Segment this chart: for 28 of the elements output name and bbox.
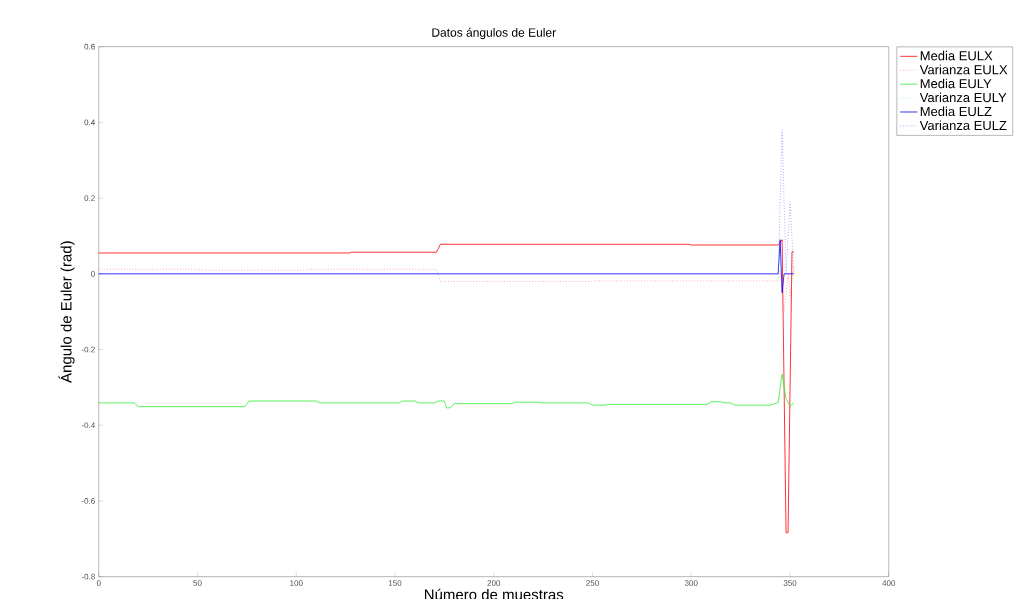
legend-label: Media EULY	[920, 78, 992, 89]
y-axis-title: Ángulo de Euler (rad)	[58, 241, 75, 383]
x-tick-label: 0	[96, 580, 101, 586]
x-axis-title: Número de muestras	[424, 588, 564, 599]
legend-label: Media EULZ	[920, 106, 992, 117]
y-tick-label: -0.6	[81, 498, 95, 504]
line-series	[98, 373, 795, 409]
line-series	[98, 239, 795, 534]
x-tick-label: 50	[193, 580, 202, 586]
x-tick-label: 250	[586, 580, 599, 586]
y-tick-label: 0.4	[84, 119, 95, 126]
x-tick-label: 150	[388, 580, 402, 586]
x-tick-label: 300	[684, 580, 698, 586]
legend-label: Varianza EULY	[919, 92, 1007, 103]
legend-label: Varianza EULX	[919, 64, 1008, 75]
x-tick-label: 200	[487, 580, 501, 586]
legend-label: Varianza EULZ	[919, 120, 1007, 130]
x-tick-label: 350	[783, 580, 797, 586]
y-tick-label: -0.8	[81, 573, 95, 580]
chart-title: Datos ángulos de Euler	[432, 27, 556, 40]
y-tick-label: -0.2	[81, 346, 95, 353]
legend-label: Media EULX	[920, 50, 993, 61]
y-tick-label: -0.4	[81, 422, 95, 429]
y-tick-label: 0.2	[84, 195, 95, 201]
x-tick-label: 100	[290, 580, 303, 586]
y-tick-label: 0	[91, 270, 95, 277]
y-tick-label: 0.6	[84, 43, 95, 50]
x-tick-label: 400	[882, 580, 896, 586]
